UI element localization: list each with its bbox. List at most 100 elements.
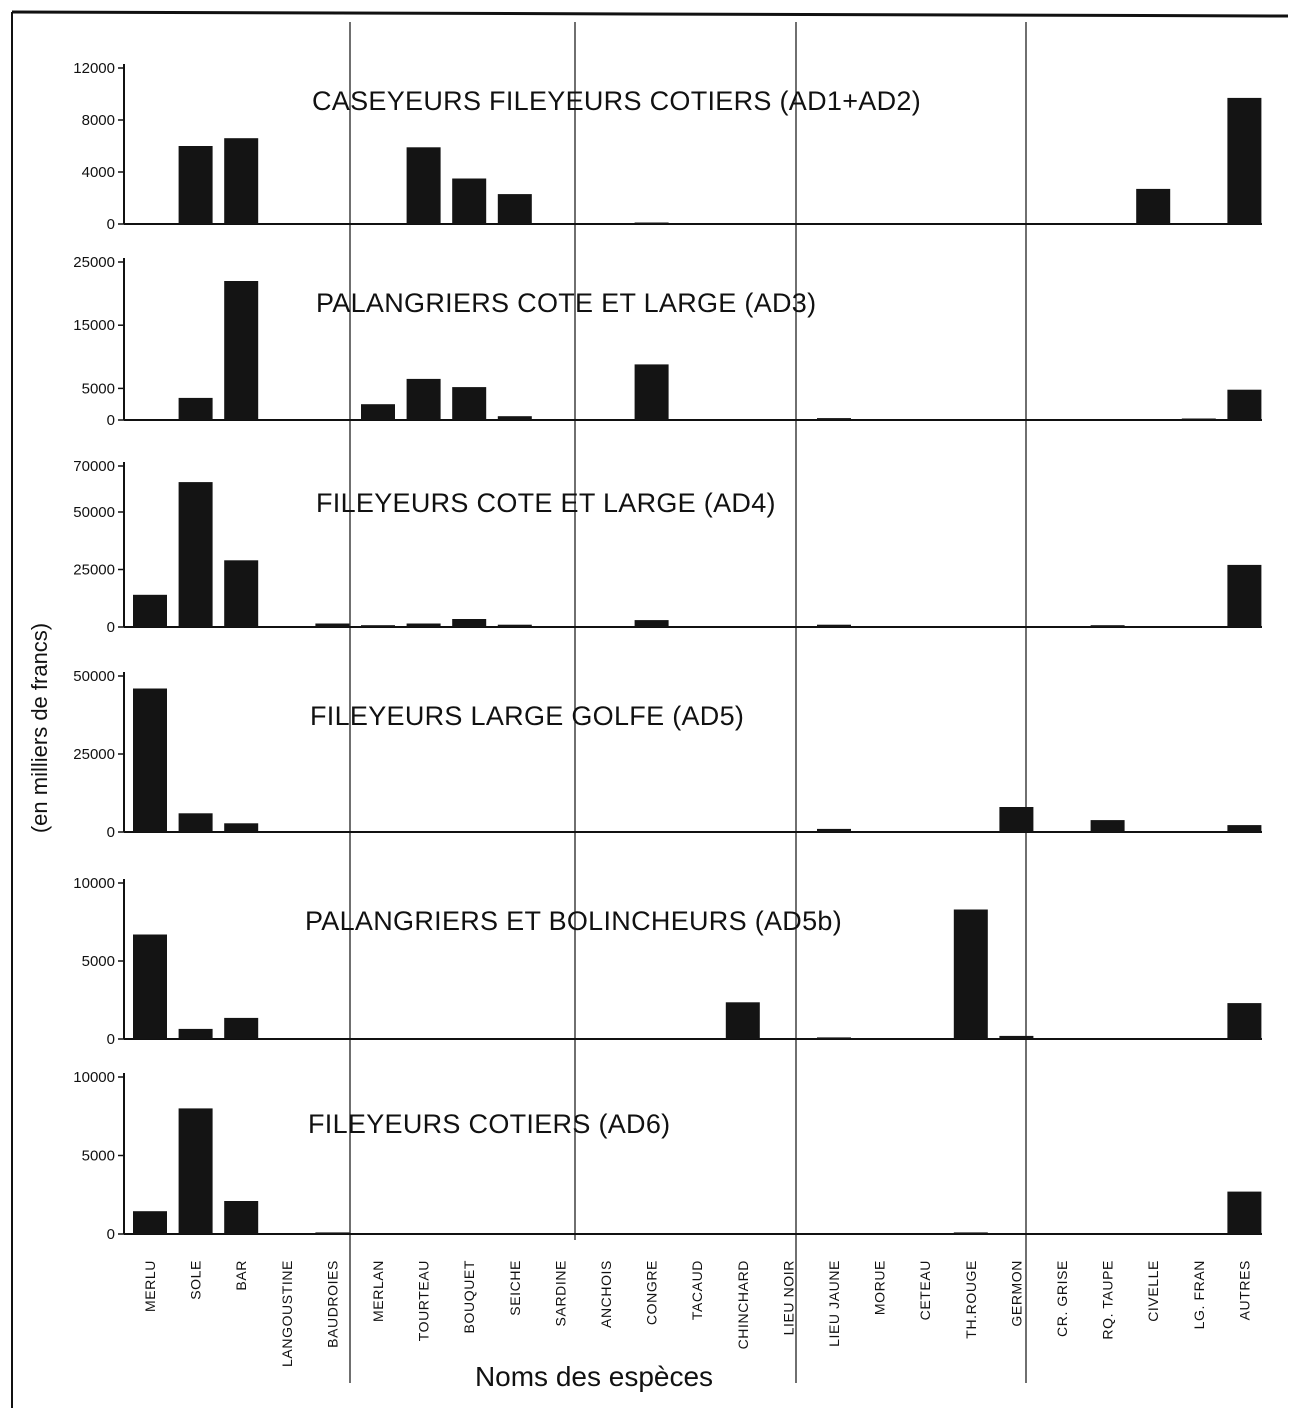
- y-tick-label: 0: [107, 412, 115, 429]
- bar-seiche: [497, 194, 532, 224]
- y-tick-label: 15000: [73, 317, 115, 334]
- bar-tourteau: [406, 147, 441, 224]
- bar-th-rouge: [953, 1232, 988, 1234]
- y-tick-label: 4000: [82, 164, 115, 181]
- bar-lieu-jaune: [817, 828, 851, 832]
- category-label-civelle: CIVELLE: [1145, 1260, 1161, 1322]
- bar-baudroies: [315, 1232, 350, 1234]
- bar-sole: [178, 813, 213, 832]
- bar-autres: [1227, 564, 1262, 627]
- panel-6: 0 5000 10000 FILEYEURS COTIERS (AD6): [73, 1069, 1262, 1243]
- y-tick-label: 8000: [82, 112, 115, 129]
- bar-autres: [1227, 389, 1262, 420]
- panel-4: 0 25000 50000 FILEYEURS LARGE GOLFE (AD5): [73, 668, 1262, 841]
- y-tick-label: 50000: [73, 504, 115, 521]
- y-tick-label: 70000: [73, 458, 115, 475]
- bar-germon: [999, 1035, 1034, 1039]
- category-label-anchois: ANCHOIS: [598, 1260, 614, 1328]
- bar-rq-taupe: [1090, 625, 1125, 627]
- bar-sole: [178, 1028, 213, 1039]
- category-label-congre: CONGRE: [644, 1260, 660, 1325]
- panel-title: PALANGRIERS ET BOLINCHEURS (AD5b): [305, 906, 842, 936]
- panel-5: 0 5000 10000 PALANGRIERS ET BOLINCHEURS (AD…: [73, 875, 1262, 1048]
- bar-germon: [999, 807, 1034, 832]
- y-tick-label: 5000: [82, 380, 115, 397]
- bar-merlan: [361, 625, 395, 627]
- category-label-merlan: MERLAN: [370, 1260, 386, 1322]
- y-tick-label: 0: [107, 824, 115, 841]
- bar-sole: [178, 1108, 213, 1234]
- bar-merlu: [133, 594, 167, 627]
- panel-2: 0 5000 15000 25000 PALANGRIERS COTE ET LARGE…: [73, 254, 1262, 429]
- category-label-germon: GERMON: [1008, 1260, 1024, 1327]
- bar-sole: [178, 482, 213, 627]
- category-label-chinchard: CHINCHARD: [735, 1260, 751, 1349]
- y-tick-label: 0: [107, 1031, 115, 1048]
- figure-frame: [11, 10, 1289, 1408]
- category-label-morue: MORUE: [872, 1260, 888, 1315]
- bar-congre: [634, 222, 669, 224]
- panel-title: FILEYEURS LARGE GOLFE (AD5): [310, 701, 744, 731]
- bar-baudroies: [315, 623, 350, 627]
- bar-merlan: [361, 404, 395, 420]
- y-tick-label: 10000: [73, 875, 115, 892]
- category-label-baudroies: BAUDROIES: [324, 1260, 340, 1348]
- bar-merlu: [133, 1211, 167, 1234]
- category-label-cr-grise: CR. GRISE: [1054, 1260, 1070, 1337]
- bar-lieu-jaune: [817, 624, 851, 627]
- bar-autres: [1227, 97, 1262, 224]
- bar-bouquet: [452, 619, 487, 627]
- y-tick-label: 50000: [73, 668, 115, 685]
- y-axis-title: (en milliers de francs): [27, 623, 52, 833]
- y-tick-label: 25000: [73, 746, 115, 763]
- panel-title: PALANGRIERS COTE ET LARGE (AD3): [316, 288, 816, 318]
- category-label-ceteau: CETEAU: [917, 1260, 933, 1320]
- category-label-langoustine: LANGOUSTINE: [279, 1260, 295, 1367]
- bar-bouquet: [452, 178, 487, 224]
- panel-title: CASEYEURS FILEYEURS COTIERS (AD1+AD2): [312, 86, 921, 116]
- category-label-sole: SOLE: [188, 1260, 204, 1300]
- bar-sole: [178, 397, 213, 420]
- bar-chinchard: [725, 1002, 760, 1039]
- chart-panels: 0 4000 8000 12000 CASEYEURS FILEYEURS COTIER…: [73, 60, 1262, 1243]
- y-tick-label: 25000: [73, 254, 115, 271]
- category-label-tourteau: TOURTEAU: [416, 1260, 432, 1341]
- category-label-lieu-noir: LIEU NOIR: [780, 1260, 796, 1335]
- bar-autres: [1227, 1003, 1262, 1039]
- category-label-bar: BAR: [233, 1260, 249, 1291]
- panel-title: FILEYEURS COTE ET LARGE (AD4): [316, 488, 776, 518]
- bar-congre: [634, 364, 669, 420]
- bar-lieu-jaune: [817, 1037, 851, 1039]
- bar-bar: [224, 281, 259, 420]
- bar-bar: [224, 560, 259, 627]
- bar-bar: [224, 1201, 259, 1234]
- bar-seiche: [497, 624, 532, 627]
- bar-merlu: [133, 934, 167, 1039]
- y-tick-label: 5000: [82, 953, 115, 970]
- category-label-rq-taupe: RQ. TAUPE: [1100, 1260, 1116, 1340]
- bar-bar: [224, 823, 259, 832]
- y-tick-label: 0: [107, 619, 115, 636]
- bar-tourteau: [406, 623, 441, 627]
- y-tick-label: 10000: [73, 1069, 115, 1086]
- bar-bouquet: [452, 387, 487, 420]
- y-tick-label: 5000: [82, 1148, 115, 1165]
- y-tick-label: 0: [107, 1226, 115, 1243]
- y-tick-label: 0: [107, 216, 115, 233]
- bar-tourteau: [406, 378, 441, 420]
- bar-seiche: [497, 416, 532, 420]
- category-label-tacaud: TACAUD: [689, 1260, 705, 1320]
- category-label-autres: AUTRES: [1236, 1260, 1252, 1320]
- x-axis-title: Noms des espèces: [475, 1361, 713, 1392]
- bar-autres: [1227, 825, 1262, 832]
- bar-lieu-jaune: [817, 418, 851, 420]
- category-label-sardine: SARDINE: [552, 1260, 568, 1326]
- bar-th-rouge: [953, 909, 988, 1039]
- category-label-bouquet: BOUQUET: [461, 1260, 477, 1333]
- bar-congre: [634, 620, 669, 627]
- category-labels: MERLU SOLE BAR LANGOUSTINE BAUDROIES MERLAN TO…: [142, 1260, 1252, 1367]
- category-label-seiche: SEICHE: [507, 1260, 523, 1316]
- y-tick-label: 25000: [73, 562, 115, 579]
- category-label-th-rouge: TH.ROUGE: [963, 1260, 979, 1339]
